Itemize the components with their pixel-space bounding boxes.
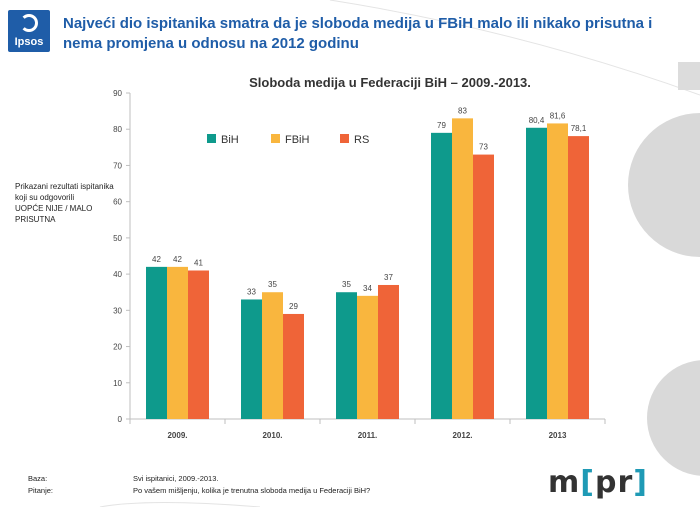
y-tick-label: 70 bbox=[113, 161, 122, 170]
bar-fbih bbox=[262, 292, 283, 419]
x-category-label: 2013 bbox=[549, 431, 567, 440]
y-tick-label: 30 bbox=[113, 306, 122, 315]
bar-value-label: 42 bbox=[173, 255, 182, 264]
mpr-logo-bracket-left: [ bbox=[580, 465, 595, 500]
bar-value-label: 35 bbox=[268, 280, 277, 289]
y-tick-label: 10 bbox=[113, 379, 122, 388]
bar-rs bbox=[188, 270, 209, 419]
side-note: Prikazani rezultati ispitanika koji su o… bbox=[15, 181, 120, 225]
page-headline: Najveći dio ispitanika smatra da je slob… bbox=[63, 15, 653, 52]
legend-swatch-bih bbox=[207, 134, 216, 143]
footer-question: Pitanje: Po vašem mišljenju, kolika je tr… bbox=[28, 486, 370, 495]
footer-base-value: Svi ispitanici, 2009.-2013. bbox=[133, 474, 219, 483]
bar-fbih bbox=[357, 295, 378, 419]
mpr-logo-pr: pr bbox=[594, 465, 634, 500]
x-category-label: 2009. bbox=[167, 431, 187, 440]
bar-fbih bbox=[167, 266, 188, 419]
legend-label-rs: RS bbox=[354, 134, 369, 146]
mpr-logo: m[pr] bbox=[548, 465, 648, 500]
bar-value-label: 42 bbox=[152, 255, 161, 264]
chart-title: Sloboda medija u Federaciji BiH – 2009.-… bbox=[249, 75, 531, 90]
bar-rs bbox=[473, 154, 494, 420]
bar-fbih bbox=[547, 123, 568, 419]
side-note-line1: Prikazani rezultati ispitanika koji su o… bbox=[15, 182, 114, 202]
footer-base: Baza: Svi ispitanici, 2009.-2013. bbox=[28, 474, 218, 483]
footer-question-value: Po vašem mišljenju, kolika je trenutna s… bbox=[133, 486, 371, 495]
bar-bih bbox=[146, 266, 167, 419]
legend-swatch-rs bbox=[340, 134, 349, 143]
bar-value-label: 33 bbox=[247, 287, 256, 296]
y-tick-label: 90 bbox=[113, 89, 122, 98]
y-tick-label: 40 bbox=[113, 270, 122, 279]
bar-value-label: 78,1 bbox=[571, 124, 587, 133]
y-tick-label: 50 bbox=[113, 234, 122, 243]
y-tick-label: 0 bbox=[118, 415, 123, 424]
bar-value-label: 37 bbox=[384, 273, 393, 282]
side-note-line2: UOPĆE NIJE / MALO PRISUTNA bbox=[15, 204, 93, 224]
legend-label-bih: BiH bbox=[221, 134, 239, 146]
y-tick-label: 80 bbox=[113, 125, 122, 134]
bar-value-label: 81,6 bbox=[550, 111, 566, 120]
legend-label-fbih: FBiH bbox=[285, 134, 310, 146]
bar-value-label: 41 bbox=[194, 258, 203, 267]
bar-value-label: 80,4 bbox=[529, 116, 545, 125]
bar-value-label: 73 bbox=[479, 143, 488, 152]
bar-value-label: 79 bbox=[437, 121, 446, 130]
bar-value-label: 35 bbox=[342, 280, 351, 289]
footer-question-label: Pitanje: bbox=[28, 486, 54, 495]
bar-fbih bbox=[452, 118, 473, 419]
footer-base-label: Baza: bbox=[28, 474, 48, 483]
mpr-logo-bracket-right: ] bbox=[633, 465, 648, 500]
x-category-label: 2010. bbox=[262, 431, 282, 440]
bar-bih bbox=[526, 127, 547, 420]
bar-value-label: 34 bbox=[363, 284, 372, 293]
y-tick-label: 20 bbox=[113, 343, 122, 352]
bar-value-label: 83 bbox=[458, 106, 467, 115]
y-tick-label: 60 bbox=[113, 198, 122, 207]
bar-value-label: 29 bbox=[289, 302, 298, 311]
bar-rs bbox=[568, 136, 589, 420]
ipsos-logo-mark bbox=[20, 14, 38, 32]
bar-bih bbox=[241, 299, 262, 419]
x-category-label: 2011. bbox=[358, 431, 378, 440]
mpr-logo-m: m bbox=[548, 465, 581, 500]
ipsos-logo-text: Ipsos bbox=[14, 36, 44, 48]
legend-swatch-fbih bbox=[271, 134, 280, 143]
x-category-label: 2012. bbox=[452, 431, 472, 440]
ipsos-logo: Ipsos bbox=[8, 10, 50, 52]
bar-bih bbox=[431, 132, 452, 419]
bar-bih bbox=[336, 292, 357, 419]
bar-rs bbox=[283, 313, 304, 419]
bar-rs bbox=[378, 284, 399, 419]
